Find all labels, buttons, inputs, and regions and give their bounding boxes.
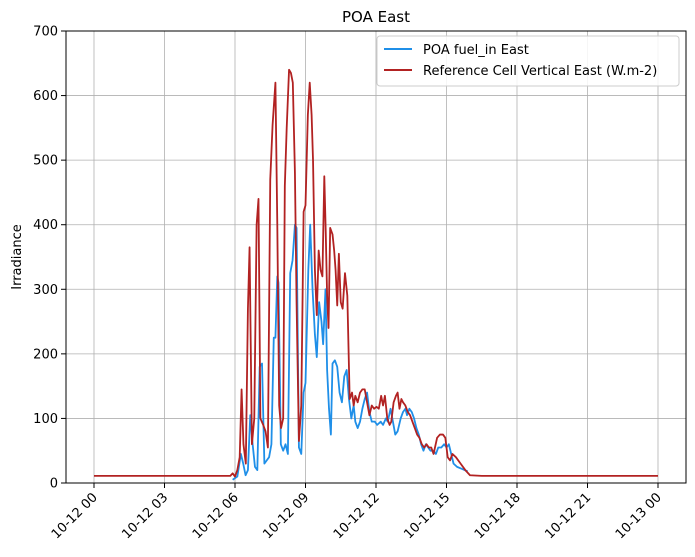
legend-label-series-2: Reference Cell Vertical East (W.m-2) bbox=[423, 64, 657, 79]
y-axis-label: Irradiance bbox=[10, 224, 25, 289]
series-line-2 bbox=[94, 68, 658, 478]
y-tick-label: 700 bbox=[33, 25, 58, 40]
y-tick-label: 300 bbox=[33, 283, 58, 298]
y-tick-label: 100 bbox=[33, 412, 58, 427]
chart-title: POA East bbox=[342, 8, 410, 26]
y-tick-label: 600 bbox=[33, 89, 58, 104]
y-axis: 0 100 200 300 400 500 600 700 bbox=[33, 25, 66, 492]
series-layer bbox=[94, 68, 658, 481]
legend-label-series-1: POA fuel_in East bbox=[423, 43, 529, 58]
y-tick-label: 200 bbox=[33, 347, 58, 362]
y-tick-label: 500 bbox=[33, 154, 58, 169]
y-tick-label: 0 bbox=[50, 477, 58, 492]
y-tick-label: 400 bbox=[33, 218, 58, 233]
legend: POA fuel_in East Reference Cell Vertical… bbox=[376, 35, 680, 87]
legend-box bbox=[376, 35, 680, 87]
